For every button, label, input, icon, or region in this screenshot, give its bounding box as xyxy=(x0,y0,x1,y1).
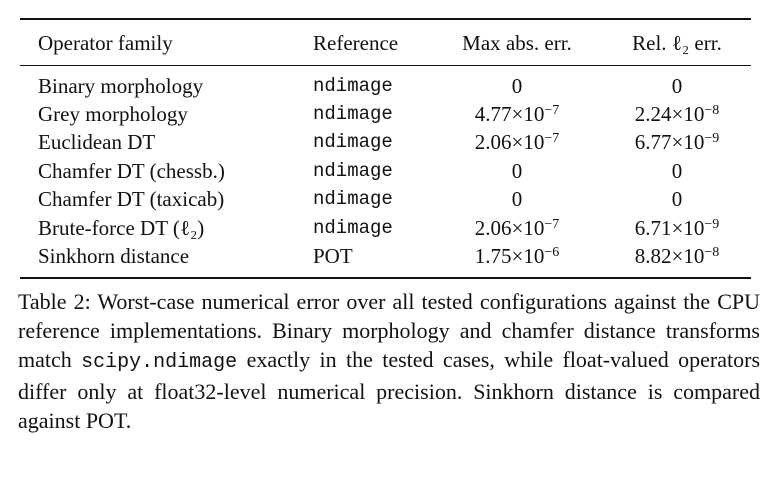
header-cell: Operator family xyxy=(38,31,173,55)
cell: ndimage xyxy=(313,217,393,239)
cell: ndimage xyxy=(313,75,393,97)
cell: 0 xyxy=(671,187,683,211)
mantissa: 2.06×10 xyxy=(474,130,545,154)
cell: 4.77×10−7 xyxy=(437,101,597,127)
mantissa: 2.24×10 xyxy=(634,102,705,126)
cell: ndimage xyxy=(313,131,393,153)
cell: ndimage xyxy=(313,188,393,210)
mantissa: 4.77×10 xyxy=(474,102,545,126)
cell: ndimage xyxy=(313,103,393,125)
exponent: −7 xyxy=(544,103,560,118)
caption-text: exactly in the tested cases, while float… xyxy=(18,347,761,433)
caption-text: Worst-case numerical error over all test… xyxy=(18,289,761,372)
cell: 6.77×10−9 xyxy=(607,129,747,155)
cell: Binary morphology xyxy=(38,74,204,98)
mantissa: 6.77×10 xyxy=(634,130,705,154)
cell: 0 xyxy=(671,74,683,98)
cell: Euclidean DT xyxy=(38,130,156,154)
cell: Chamfer DT (chessb.) xyxy=(38,159,225,183)
cell: 1.75×10−6 xyxy=(437,243,597,269)
cell: 0 xyxy=(511,159,523,183)
cell: 2.06×10−7 xyxy=(437,129,597,155)
header-cell: Max abs. err. xyxy=(462,31,572,55)
exponent: −7 xyxy=(544,131,560,146)
mantissa: 6.71×10 xyxy=(634,216,705,240)
cell: POT xyxy=(313,244,353,268)
cell: 2.24×10−8 xyxy=(607,101,747,127)
cell: 2.06×10−7 xyxy=(437,215,597,241)
header-cell: Reference xyxy=(313,31,399,55)
cell: Brute-force DT (ℓ₂) xyxy=(38,216,205,240)
cell: Chamfer DT (taxicab) xyxy=(38,187,225,211)
cell: Sinkhorn distance xyxy=(38,244,190,268)
exponent: −9 xyxy=(704,217,720,232)
cell: 0 xyxy=(511,74,523,98)
cell: 0 xyxy=(511,187,523,211)
cell: ndimage xyxy=(313,160,393,182)
cell: Grey morphology xyxy=(38,102,188,126)
top-rule xyxy=(20,18,751,20)
mantissa: 1.75×10 xyxy=(474,244,545,268)
exponent: −8 xyxy=(704,103,720,118)
exponent: −7 xyxy=(544,217,560,232)
header-cell: Rel. ℓ₂ err. xyxy=(632,31,722,55)
mantissa: 8.82×10 xyxy=(634,244,705,268)
mantissa: 2.06×10 xyxy=(474,216,545,240)
caption-label: Table 2: xyxy=(18,289,91,314)
exponent: −9 xyxy=(704,131,720,146)
bottom-rule xyxy=(20,277,751,279)
cell: 0 xyxy=(671,159,683,183)
exponent: −6 xyxy=(544,245,560,260)
cell: 8.82×10−8 xyxy=(607,243,747,269)
exponent: −8 xyxy=(704,245,720,260)
caption: Table 2: Worst-case numerical error over… xyxy=(18,287,760,435)
mid-rule xyxy=(20,65,751,66)
caption-code: scipy.ndimage xyxy=(81,351,238,374)
cell: 6.71×10−9 xyxy=(607,215,747,241)
